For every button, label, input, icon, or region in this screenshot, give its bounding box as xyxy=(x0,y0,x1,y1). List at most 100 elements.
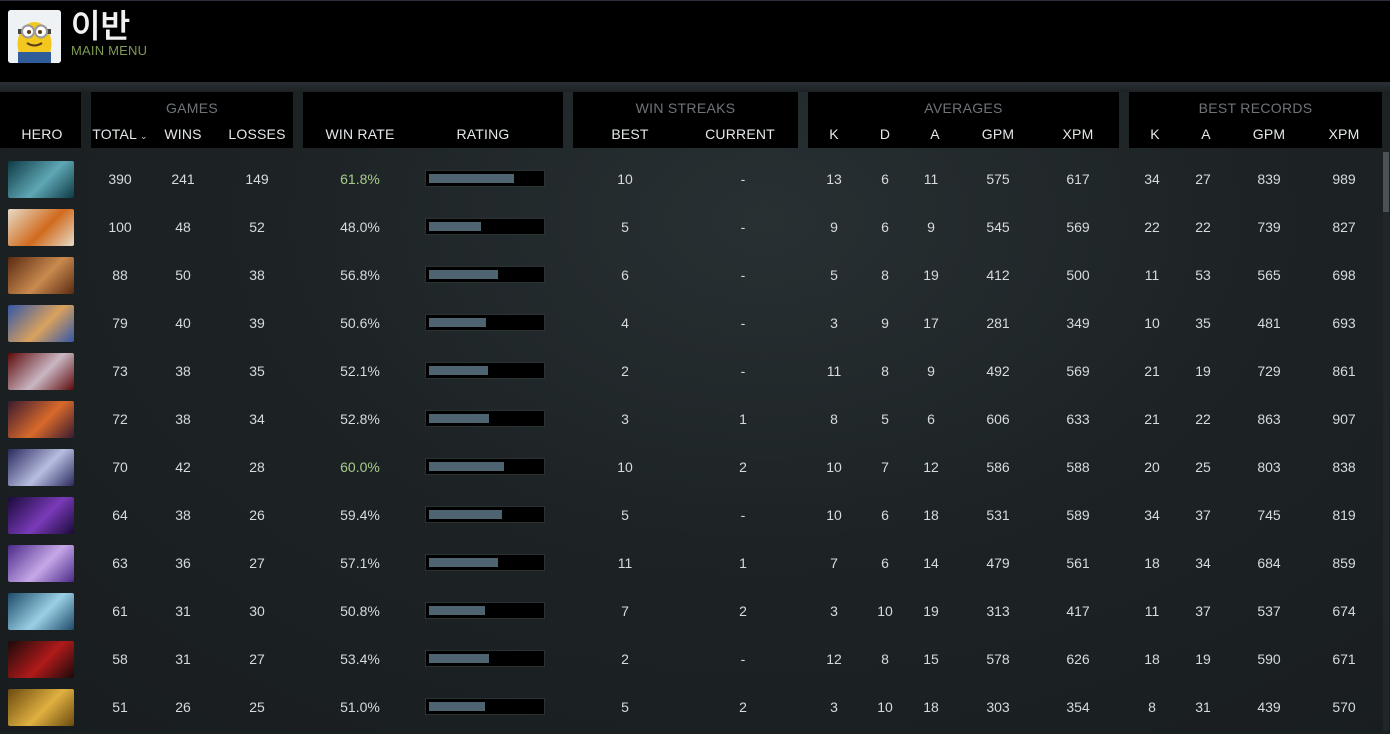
games-group-label: GAMES xyxy=(165,100,219,116)
best-streak-cell: 5 xyxy=(621,219,629,235)
avg-kills-column-header[interactable]: K xyxy=(829,126,839,142)
rating-bar xyxy=(425,650,545,667)
table-row[interactable]: 51 26 25 51.0% 5 2 3 10 18 303 354 8 31 439 570 xyxy=(0,680,1380,728)
avg-kills-cell: 10 xyxy=(826,507,842,523)
total-games-cell: 79 xyxy=(112,315,128,331)
avg-gpm-cell: 531 xyxy=(986,507,1010,523)
avg-deaths-cell: 7 xyxy=(881,459,889,475)
best-streak-cell: 7 xyxy=(621,603,629,619)
avg-assists-cell: 12 xyxy=(923,459,939,475)
scrollbar[interactable] xyxy=(1383,152,1389,731)
rating-column-header[interactable]: RATING xyxy=(456,126,510,142)
hero-portrait-gold-icon[interactable] xyxy=(8,689,74,726)
averages-header-panel xyxy=(808,92,1119,148)
table-row[interactable]: 72 38 34 52.8% 3 1 8 5 6 606 633 21 22 863 907 xyxy=(0,392,1380,440)
hero-portrait-crimson-icon[interactable] xyxy=(8,641,74,678)
rating-bar-fill xyxy=(429,318,486,327)
rating-bar xyxy=(425,218,545,235)
main-menu-link[interactable]: MAIN MENU xyxy=(71,43,148,58)
rating-bar-fill xyxy=(429,462,504,471)
best-xpm-column-header[interactable]: XPM xyxy=(1328,126,1360,142)
table-row[interactable]: 88 50 38 56.8% 6 - 5 8 19 412 500 11 53 565 698 xyxy=(0,248,1380,296)
avg-kills-cell: 3 xyxy=(830,315,838,331)
best-assists-column-header[interactable]: A xyxy=(1201,126,1211,142)
best-xpm-cell: 861 xyxy=(1332,363,1356,379)
best-kills-cell: 34 xyxy=(1144,171,1160,187)
avg-kills-cell: 3 xyxy=(830,699,838,715)
avg-gpm-cell: 575 xyxy=(986,171,1010,187)
hero-portrait-brown-icon[interactable] xyxy=(8,257,74,294)
win-rate-cell: 50.6% xyxy=(340,315,380,331)
hero-portrait-teal-icon[interactable] xyxy=(8,161,74,198)
avg-deaths-cell: 6 xyxy=(881,507,889,523)
hero-portrait-cyan-icon[interactable] xyxy=(8,593,74,630)
best-kills-cell: 21 xyxy=(1144,363,1160,379)
scrollbar-thumb[interactable] xyxy=(1383,152,1389,212)
avg-xpm-cell: 569 xyxy=(1066,363,1090,379)
avg-assists-column-header[interactable]: A xyxy=(930,126,940,142)
rating-bar-fill xyxy=(429,222,481,231)
avg-deaths-cell: 8 xyxy=(881,363,889,379)
avg-xpm-cell: 633 xyxy=(1066,411,1090,427)
rating-bar-fill xyxy=(429,414,489,423)
best-kills-column-header[interactable]: K xyxy=(1150,126,1160,142)
table-row[interactable]: 100 48 52 48.0% 5 - 9 6 9 545 569 22 22 739 827 xyxy=(0,200,1380,248)
best-xpm-cell: 859 xyxy=(1332,555,1356,571)
hero-portrait-red-icon[interactable] xyxy=(8,353,74,390)
best-streak-cell: 10 xyxy=(617,459,633,475)
rating-bar xyxy=(425,458,545,475)
best-assists-cell: 37 xyxy=(1195,603,1211,619)
avatar[interactable] xyxy=(8,10,61,63)
rating-bar xyxy=(425,170,545,187)
table-row[interactable]: 390 241 149 61.8% 10 - 13 6 11 575 617 34 27 839 989 xyxy=(0,152,1380,200)
best-assists-cell: 19 xyxy=(1195,651,1211,667)
table-row[interactable]: 73 38 35 52.1% 2 - 11 8 9 492 569 21 19 729 861 xyxy=(0,344,1380,392)
losses-column-header[interactable]: LOSSES xyxy=(228,126,286,142)
hero-portrait-lavender-icon[interactable] xyxy=(8,545,74,582)
total-games-cell: 64 xyxy=(112,507,128,523)
table-row[interactable]: 64 38 26 59.4% 5 - 10 6 18 531 589 34 37 745 819 xyxy=(0,488,1380,536)
header-divider xyxy=(0,82,1390,92)
total-games-cell: 72 xyxy=(112,411,128,427)
best-gpm-cell: 565 xyxy=(1257,267,1281,283)
table-row[interactable]: 70 42 28 60.0% 10 2 10 7 12 586 588 20 25 803 838 xyxy=(0,440,1380,488)
avg-kills-cell: 12 xyxy=(826,651,842,667)
table-row[interactable]: 63 36 27 57.1% 11 1 7 6 14 479 561 18 34 684 859 xyxy=(0,536,1380,584)
hero-portrait-blue-icon[interactable] xyxy=(8,305,74,342)
rating-bar xyxy=(425,554,545,571)
avg-gpm-column-header[interactable]: GPM xyxy=(981,126,1015,142)
avg-gpm-cell: 492 xyxy=(986,363,1010,379)
hero-portrait-purple-icon[interactable] xyxy=(8,497,74,534)
hero-portrait-amber-icon[interactable] xyxy=(8,401,74,438)
avg-xpm-cell: 500 xyxy=(1066,267,1090,283)
hero-portrait-violet-icon[interactable] xyxy=(8,449,74,486)
table-row[interactable]: 79 40 39 50.6% 4-3 9 17 281 349 10 35 481 693 xyxy=(0,296,1380,344)
total-column-header[interactable]: TOTAL ⌄ xyxy=(92,126,148,144)
table-row[interactable]: 61 31 30 50.8% 7 2 3 10 19 313 417 11 37 537 674 xyxy=(0,584,1380,632)
current-streak-column-header[interactable]: CURRENT xyxy=(705,126,775,142)
best-gpm-cell: 739 xyxy=(1257,219,1281,235)
best-kills-cell: 21 xyxy=(1144,411,1160,427)
total-games-cell: 61 xyxy=(112,603,128,619)
rating-bar-fill xyxy=(429,174,514,183)
win-rate-cell: 50.8% xyxy=(340,603,380,619)
records-header-panel xyxy=(1129,92,1382,148)
wins-cell: 31 xyxy=(175,651,191,667)
best-assists-cell: 35 xyxy=(1195,315,1211,331)
rating-bar-fill xyxy=(429,702,485,711)
best-streak-column-header[interactable]: BEST xyxy=(611,126,649,142)
hero-portrait-orange-icon[interactable] xyxy=(8,209,74,246)
win-rate-column-header[interactable]: WIN RATE xyxy=(325,126,395,142)
minion-avatar-icon xyxy=(8,10,61,63)
best-gpm-column-header[interactable]: GPM xyxy=(1252,126,1286,142)
best-assists-cell: 19 xyxy=(1195,363,1211,379)
table-row[interactable]: 58 31 27 53.4% 2 - 12 8 15 578 626 18 19 590 671 xyxy=(0,632,1380,680)
best-kills-cell: 18 xyxy=(1144,555,1160,571)
avg-xpm-column-header[interactable]: XPM xyxy=(1062,126,1094,142)
losses-cell: 25 xyxy=(249,699,265,715)
best-assists-cell: 25 xyxy=(1195,459,1211,475)
wins-column-header[interactable]: WINS xyxy=(164,126,202,142)
avg-deaths-column-header[interactable]: D xyxy=(879,126,891,142)
best-kills-cell: 10 xyxy=(1144,315,1160,331)
hero-column-header[interactable]: HERO xyxy=(21,126,63,142)
